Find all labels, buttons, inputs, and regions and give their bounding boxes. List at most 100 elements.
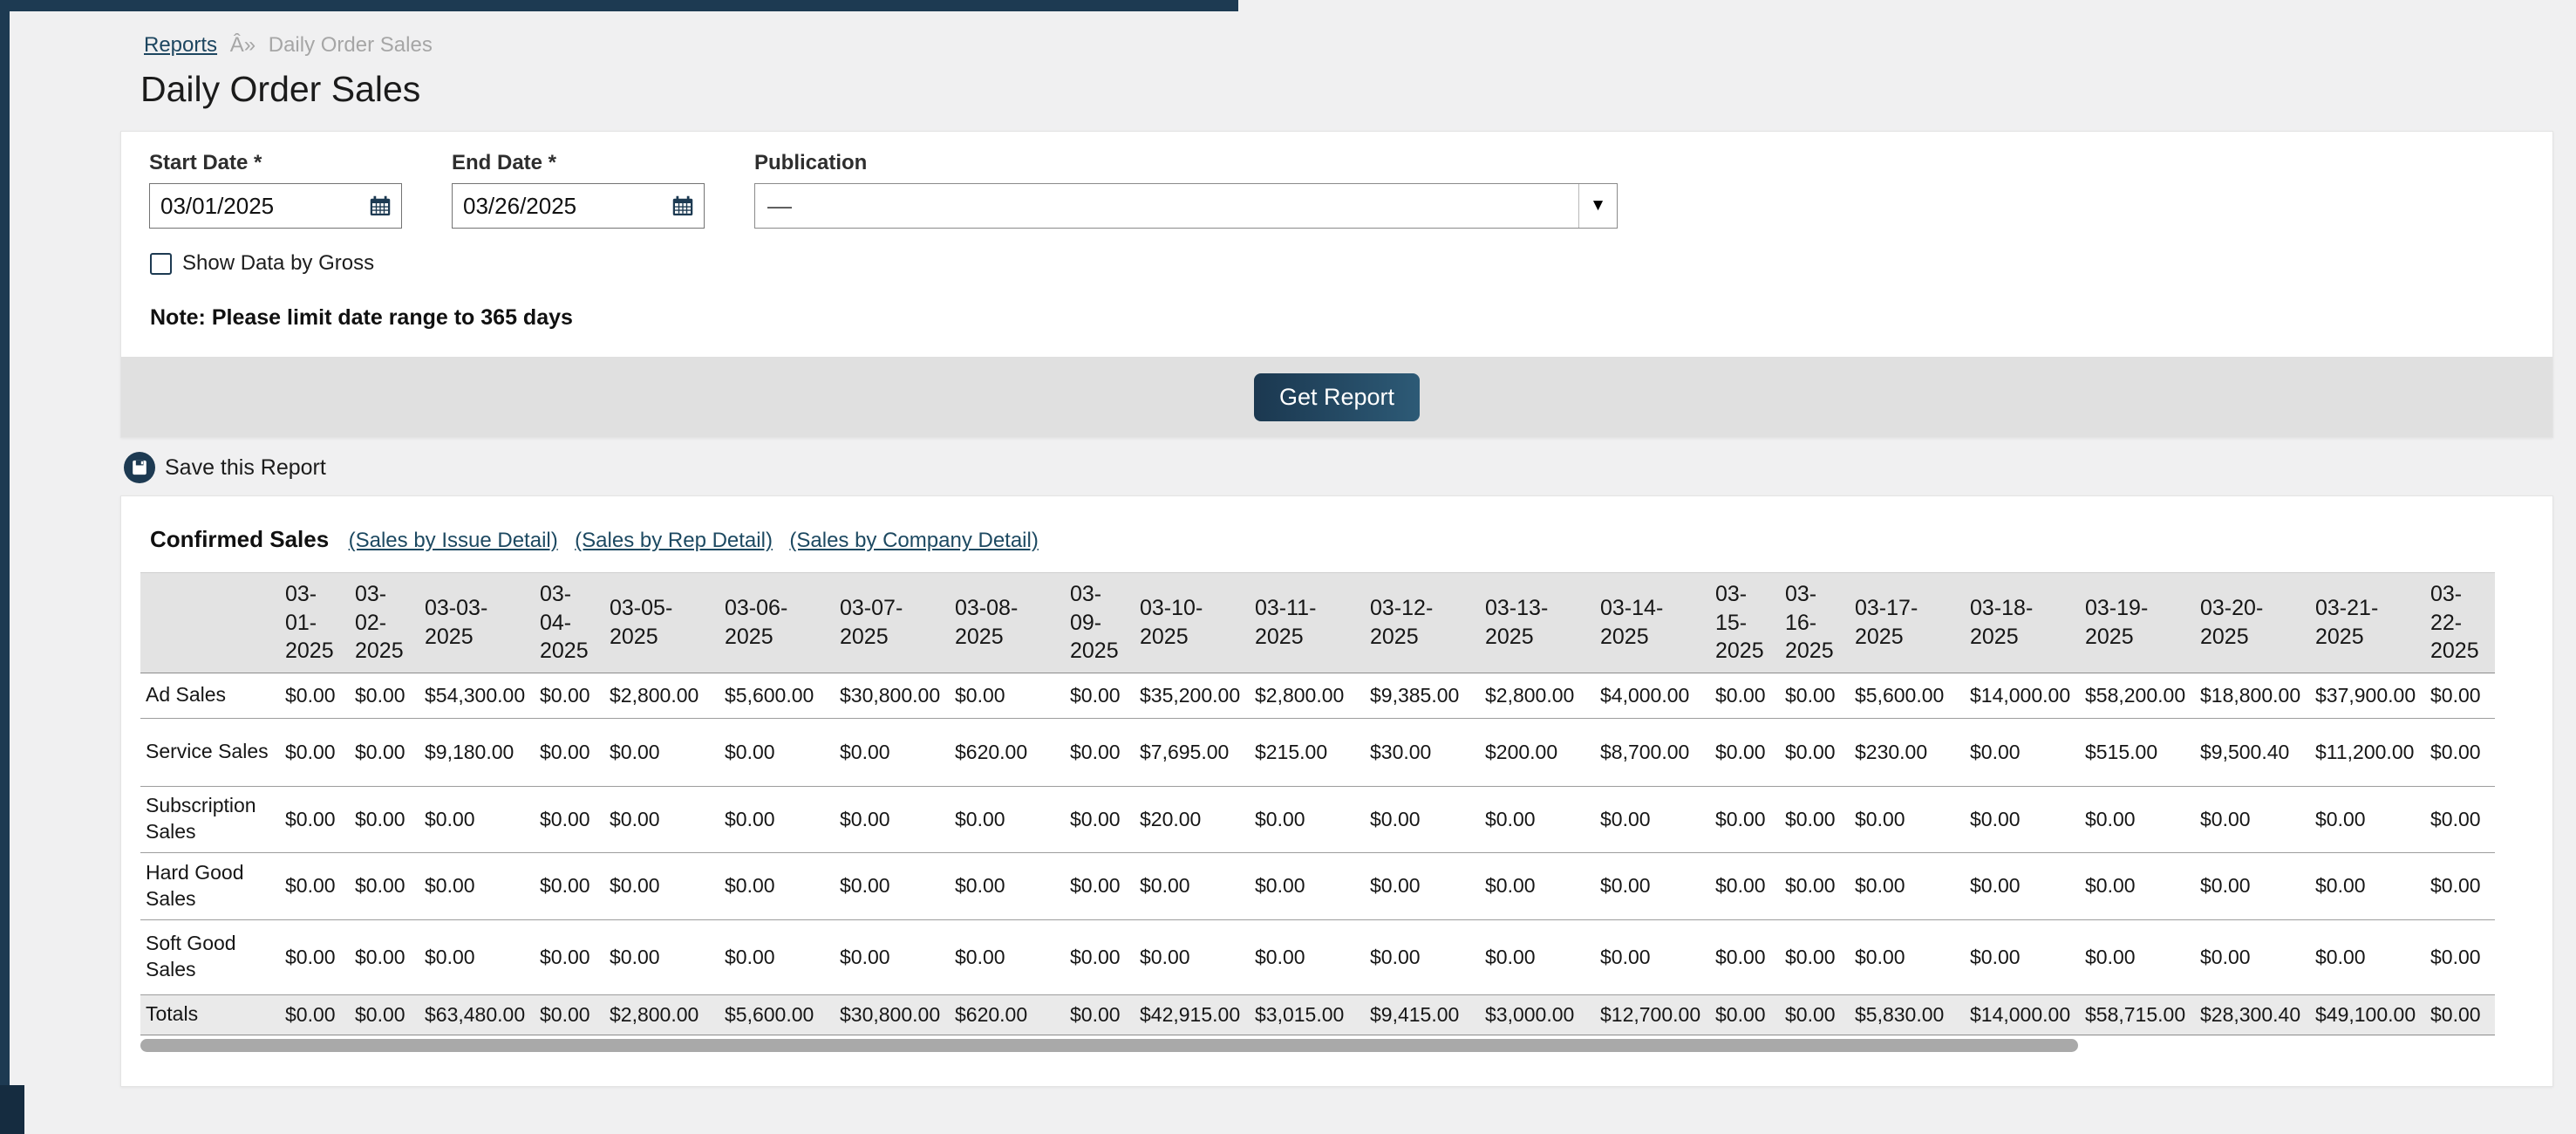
chevron-down-icon[interactable]: ▼ — [1578, 184, 1617, 228]
date-column-header: 03-19-2025 — [2080, 572, 2195, 673]
amount-cell: $0.00 — [1970, 807, 2021, 830]
amount-cell: $0.00 — [840, 945, 890, 968]
amount-cell: $0.00 — [1370, 874, 1421, 897]
end-date-field: End Date * 03/26/2025 — [452, 151, 705, 229]
amount-cell: $0.00 — [840, 807, 890, 830]
amount-cell: $7,695.00 — [1140, 740, 1230, 763]
amount-cell: $0.00 — [725, 874, 775, 897]
amount-cell: $0.00 — [955, 683, 1005, 707]
amount-cell: $0.00 — [540, 874, 590, 897]
amount-cell: $0.00 — [540, 1002, 590, 1026]
amount-cell: $0.00 — [1600, 945, 1651, 968]
date-column-header: 03-06-2025 — [719, 572, 835, 673]
scrollbar-thumb[interactable] — [140, 1038, 2078, 1052]
amount-cell: $2,800.00 — [1485, 683, 1575, 707]
amount-cell: $4,000.00 — [1600, 683, 1690, 707]
get-report-button[interactable]: Get Report — [1253, 372, 1421, 421]
amount-cell: $0.00 — [1140, 945, 1190, 968]
amount-cell: $37,900.00 — [2315, 683, 2416, 707]
date-column-header: 03-18-2025 — [1965, 572, 2080, 673]
amount-cell: $0.00 — [1970, 874, 2021, 897]
amount-cell: $0.00 — [1855, 945, 1905, 968]
date-column-header: 03-22-2025 — [2425, 572, 2495, 673]
amount-cell: $0.00 — [2430, 683, 2481, 707]
amount-cell: $0.00 — [1070, 945, 1121, 968]
show-gross-checkbox[interactable] — [150, 252, 172, 275]
amount-cell: $230.00 — [1855, 740, 1928, 763]
calendar-icon[interactable] — [670, 193, 696, 219]
amount-cell: $0.00 — [1370, 945, 1421, 968]
start-date-input[interactable]: 03/01/2025 — [149, 183, 402, 229]
date-column-header: 03-11-2025 — [1250, 572, 1365, 673]
sidebar-strip — [0, 0, 24, 1134]
amount-cell: $0.00 — [610, 807, 660, 830]
date-column-header: 03-09-2025 — [1065, 572, 1135, 673]
amount-cell: $5,600.00 — [725, 1002, 814, 1026]
table-row: Hard Good Sales $0.00 $0.00 $0.00 $0.00 $0.00… — [140, 852, 2495, 919]
amount-cell: $0.00 — [1785, 945, 1836, 968]
sales-by-issue-link[interactable]: (Sales by Issue Detail) — [348, 529, 558, 552]
amount-cell: $0.00 — [1715, 683, 1766, 707]
row-label: Subscription Sales — [146, 794, 256, 843]
amount-cell: $14,000.00 — [1970, 1002, 2071, 1026]
amount-cell: $0.00 — [2430, 740, 2481, 763]
breadcrumb-reports-link[interactable]: Reports — [144, 33, 218, 57]
calendar-icon[interactable] — [367, 193, 393, 219]
amount-cell: $0.00 — [1715, 945, 1766, 968]
start-date-field: Start Date * 03/01/2025 — [149, 151, 402, 229]
amount-cell: $0.00 — [285, 740, 336, 763]
amount-cell: $0.00 — [955, 874, 1005, 897]
horizontal-scrollbar[interactable] — [140, 1038, 2535, 1053]
date-column-header: 03-12-2025 — [1365, 572, 1480, 673]
amount-cell: $0.00 — [2315, 807, 2366, 830]
amount-cell: $0.00 — [1970, 740, 2021, 763]
amount-cell: $0.00 — [425, 874, 475, 897]
amount-cell: $0.00 — [285, 874, 336, 897]
amount-cell: $0.00 — [2315, 945, 2366, 968]
show-gross-checkbox-row[interactable]: Show Data by Gross — [150, 251, 2552, 276]
row-label: Totals — [146, 1002, 199, 1026]
amount-cell: $0.00 — [2430, 874, 2481, 897]
amount-cell: $0.00 — [1485, 945, 1536, 968]
report-section-title: Confirmed Sales — [150, 526, 330, 552]
amount-cell: $0.00 — [1070, 1002, 1121, 1026]
sales-by-company-link[interactable]: (Sales by Company Detail) — [789, 529, 1039, 552]
amount-cell: $0.00 — [285, 945, 336, 968]
amount-cell: $0.00 — [1785, 874, 1836, 897]
amount-cell: $9,415.00 — [1370, 1002, 1460, 1026]
publication-select[interactable]: — ▼ — [754, 183, 1618, 229]
amount-cell: $0.00 — [1600, 807, 1651, 830]
amount-cell: $0.00 — [355, 740, 405, 763]
amount-cell: $0.00 — [1855, 874, 1905, 897]
row-label: Ad Sales — [146, 683, 227, 707]
top-nav-bar — [0, 0, 1238, 11]
end-date-label: End Date * — [452, 151, 557, 174]
amount-cell: $0.00 — [1715, 740, 1766, 763]
amount-cell: $30,800.00 — [840, 1002, 941, 1026]
amount-cell: $42,915.00 — [1140, 1002, 1241, 1026]
amount-cell: $200.00 — [1485, 740, 1558, 763]
amount-cell: $0.00 — [725, 740, 775, 763]
end-date-input[interactable]: 03/26/2025 — [452, 183, 705, 229]
amount-cell: $0.00 — [1370, 807, 1421, 830]
amount-cell: $20.00 — [1140, 807, 1202, 830]
date-column-header: 03-10-2025 — [1135, 572, 1250, 673]
amount-cell: $63,480.00 — [425, 1002, 526, 1026]
amount-cell: $2,800.00 — [610, 1002, 699, 1026]
date-column-header: 03-16-2025 — [1780, 572, 1850, 673]
amount-cell: $5,600.00 — [1855, 683, 1945, 707]
amount-cell: $0.00 — [285, 683, 336, 707]
start-date-label: Start Date * — [149, 151, 262, 174]
amount-cell: $11,200.00 — [2315, 740, 2415, 763]
breadcrumb: Reports Â» Daily Order Sales — [144, 33, 2576, 58]
save-icon[interactable] — [124, 452, 155, 483]
save-report-row[interactable]: Save this Report — [124, 452, 2576, 483]
show-gross-label: Show Data by Gross — [182, 251, 375, 275]
table-row: Subscription Sales $0.00 $0.00 $0.00 $0.00 $0… — [140, 786, 2495, 852]
sales-by-rep-link[interactable]: (Sales by Rep Detail) — [575, 529, 773, 552]
amount-cell: $0.00 — [355, 874, 405, 897]
amount-cell: $0.00 — [425, 807, 475, 830]
amount-cell: $30,800.00 — [840, 683, 941, 707]
amount-cell: $58,200.00 — [2085, 683, 2186, 707]
amount-cell: $0.00 — [1255, 807, 1305, 830]
